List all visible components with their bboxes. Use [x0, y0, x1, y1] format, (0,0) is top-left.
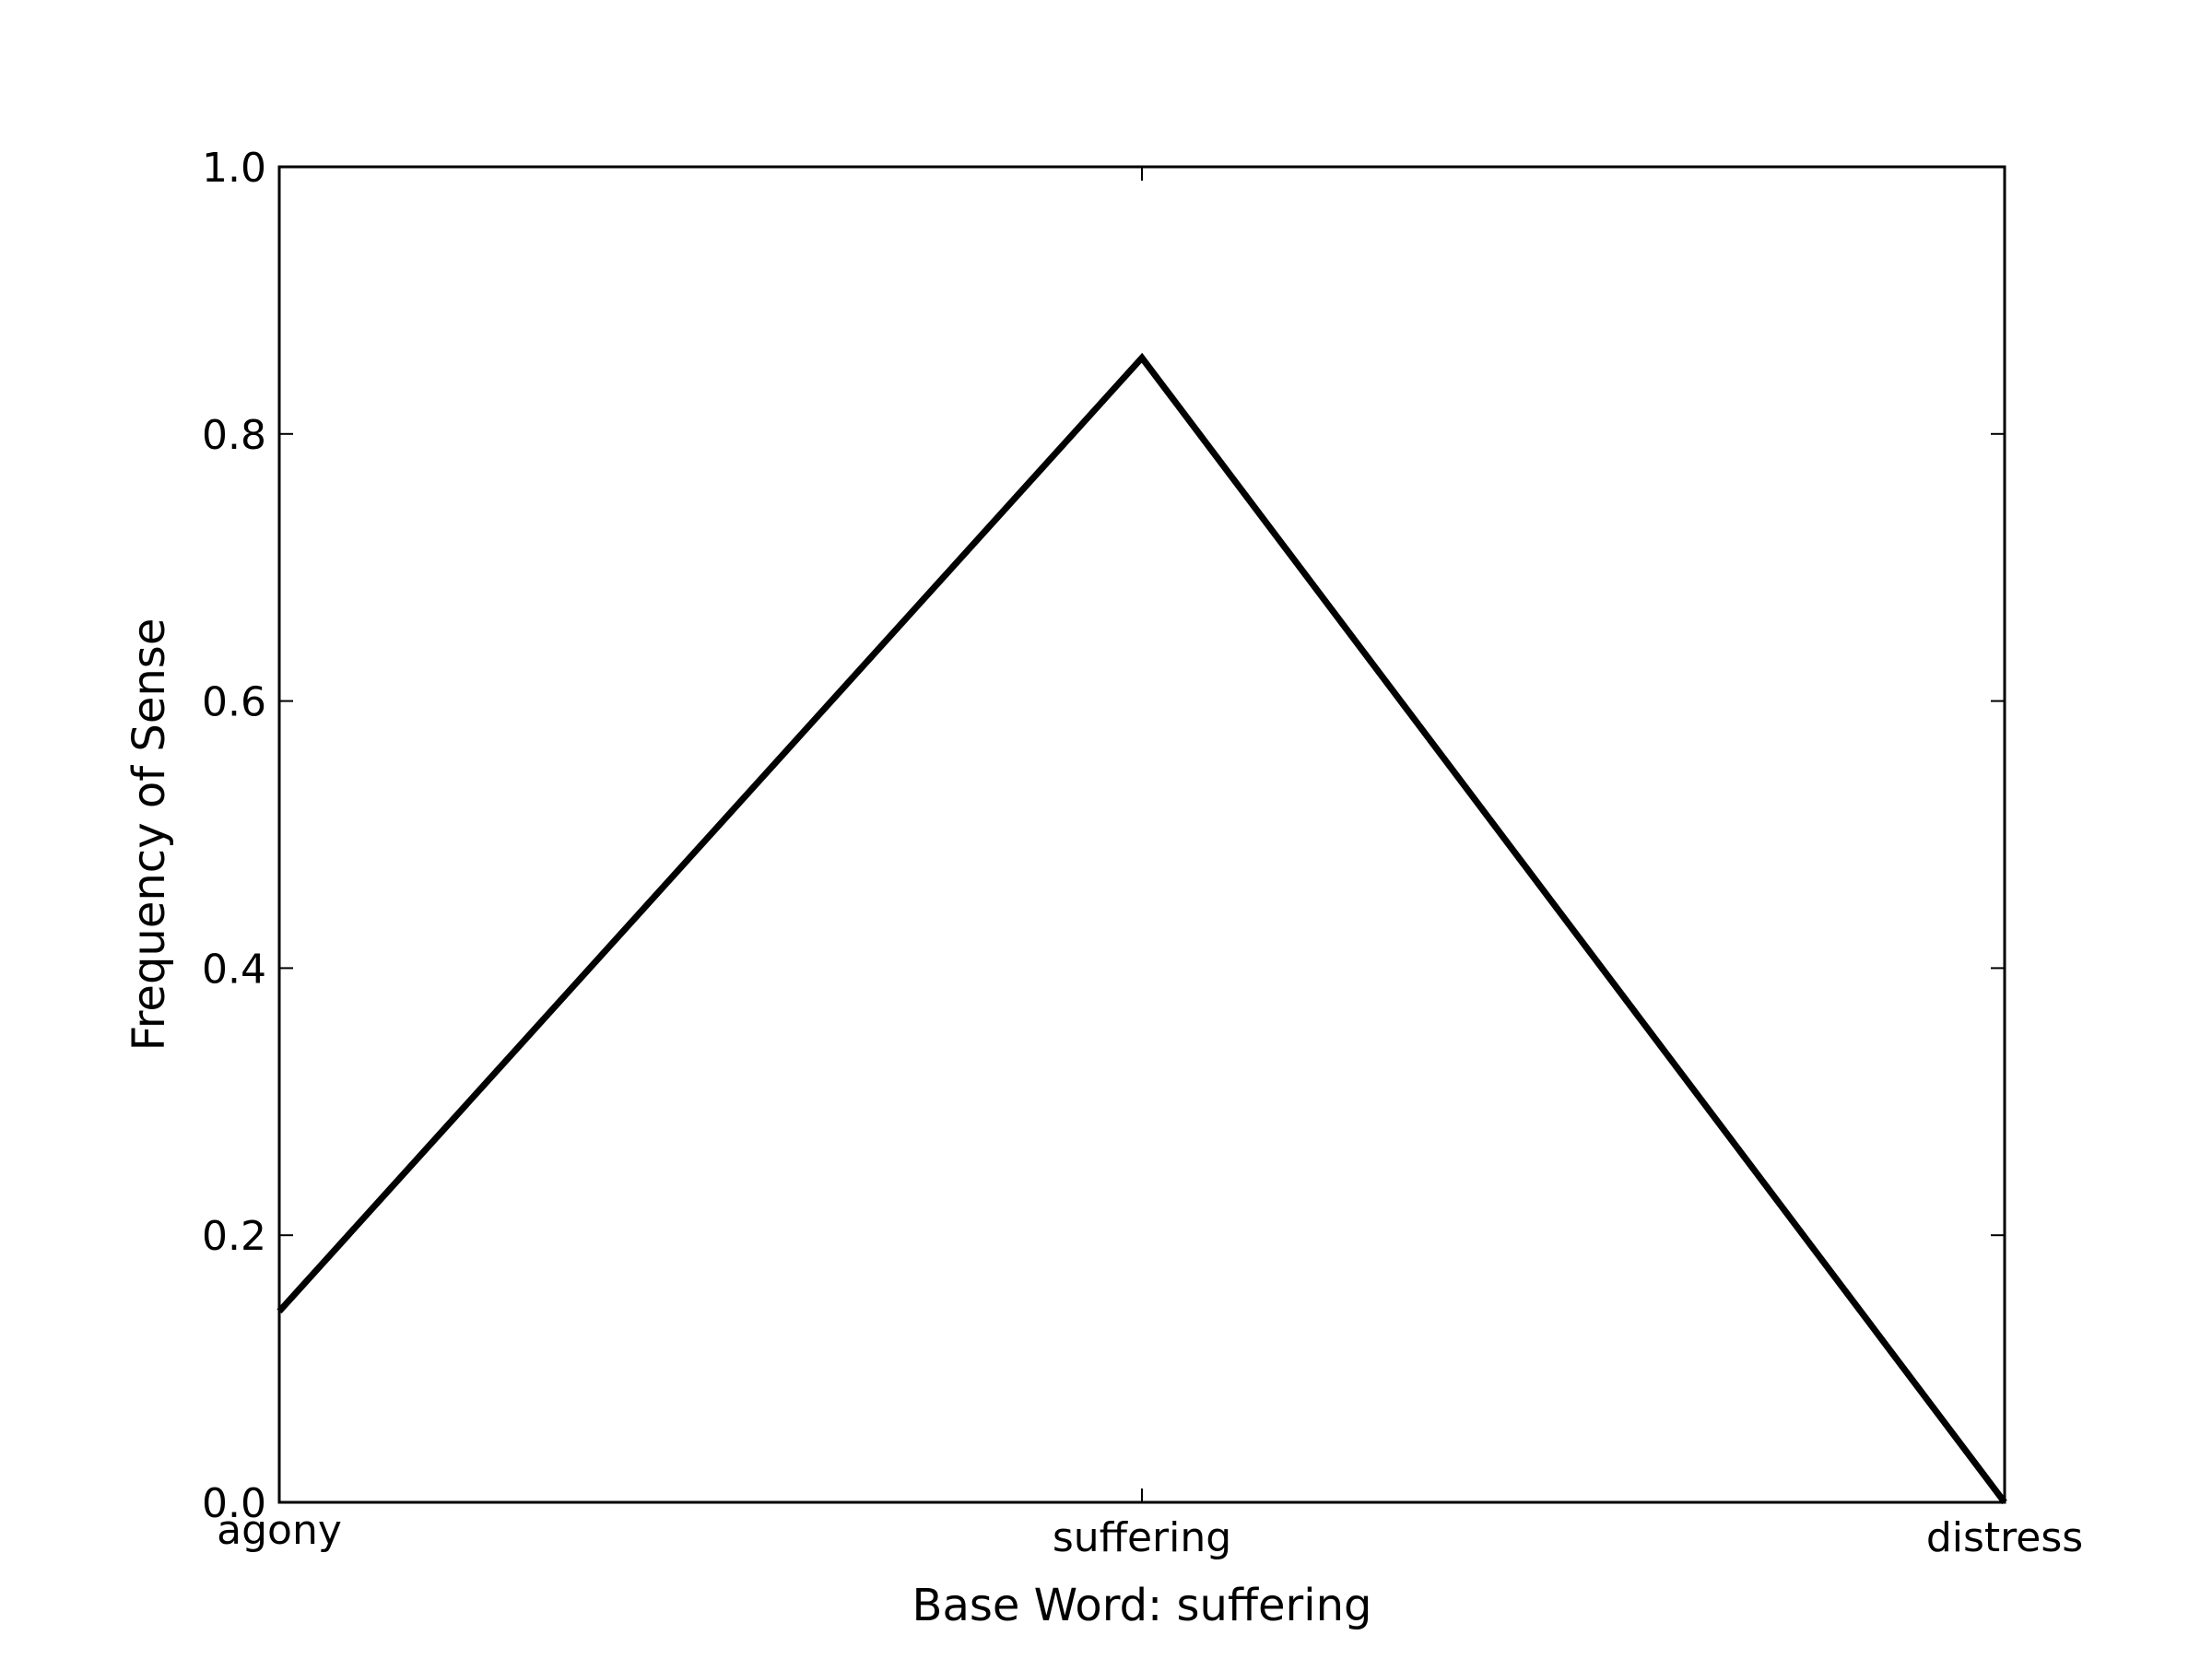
y-tick-label: 1.0 — [202, 145, 266, 192]
x-tick-label-suffering: suffering — [1053, 1514, 1231, 1561]
plot-frame — [277, 165, 2006, 1504]
y-axis-label: Frequency of Sense — [124, 618, 175, 1052]
x-tick-label-agony: agony — [217, 1507, 342, 1554]
y-tick-label: 0.6 — [202, 679, 266, 726]
y-tick-label: 0.2 — [202, 1213, 266, 1260]
series-layer — [276, 352, 2007, 1505]
x-axis-ticks: agony suffering distress — [217, 167, 2083, 1561]
x-tick-label-distress: distress — [1926, 1514, 2083, 1561]
series-line-0 — [276, 352, 2007, 1505]
y-axis-ticks: 0.0 0.2 0.4 0.6 0.8 1.0 — [202, 145, 2005, 1527]
y-tick-label: 0.0 — [202, 1480, 266, 1527]
y-tick-label: 0.8 — [202, 412, 266, 459]
y-tick-label: 0.4 — [202, 946, 266, 993]
x-axis-label: Base Word: suffering — [912, 1580, 1372, 1631]
